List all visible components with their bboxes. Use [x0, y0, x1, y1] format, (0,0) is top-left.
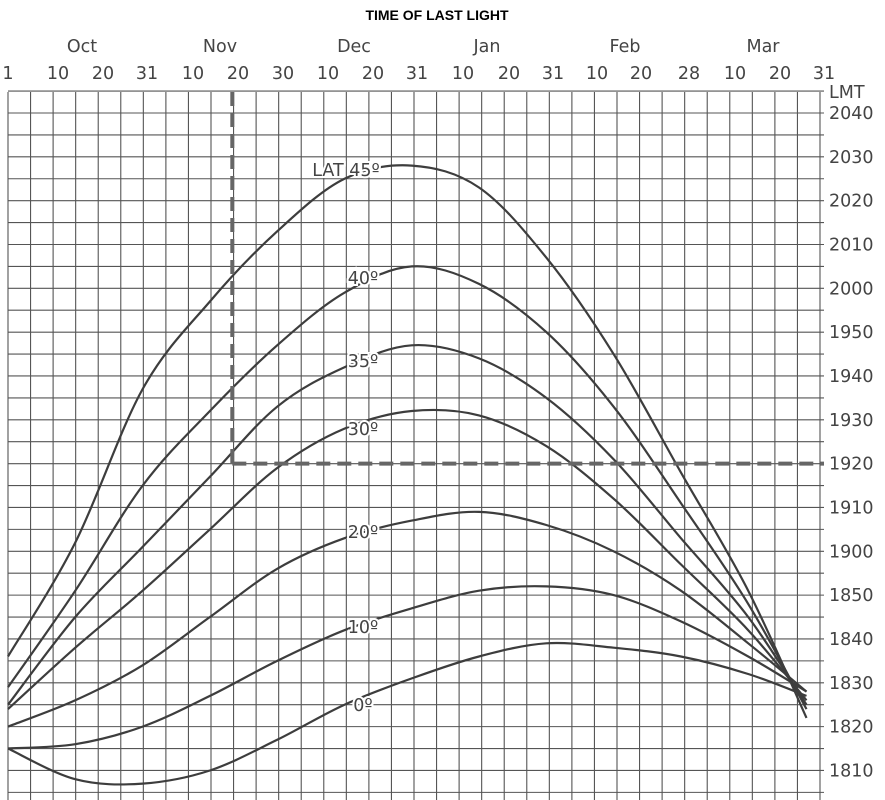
time-tick-label: 1840 — [829, 630, 874, 650]
time-tick-label: 1950 — [829, 323, 874, 343]
latitude-curves — [7, 164, 808, 786]
curve-series-3 — [7, 408, 808, 710]
day-tick-label: 20 — [227, 64, 249, 84]
day-tick-label: 10 — [452, 64, 474, 84]
day-tick-label: 31 — [136, 64, 158, 84]
curve-labels: LAT 45º 40º 35º 30º 20º 10º 0º — [310, 159, 382, 718]
month-labels: Oct Nov Dec Jan Feb Mar — [67, 37, 780, 57]
month-label: Mar — [746, 37, 780, 57]
time-tick-label: 2000 — [829, 279, 874, 299]
day-tick-label: 31 — [406, 64, 428, 84]
curve-series-5 — [7, 585, 808, 750]
time-tick-label: 1820 — [829, 718, 874, 738]
plot-grid — [7, 90, 824, 800]
time-tick-label: 2010 — [829, 235, 874, 255]
curve-label: 20º — [348, 523, 379, 543]
curve-series-2 — [7, 343, 808, 706]
time-tick-label: 1900 — [829, 542, 874, 562]
time-tick-label: 2040 — [829, 104, 874, 124]
reference-lines — [230, 92, 824, 466]
time-tick-label: 1830 — [829, 674, 874, 694]
curve-series-0 — [7, 164, 808, 719]
time-tick-label: 2020 — [829, 192, 874, 212]
day-tick-label: 1 — [2, 64, 13, 84]
curve-label: LAT 45º — [312, 161, 380, 181]
day-tick-label: 20 — [769, 64, 791, 84]
day-tick-labels: 1 10 20 31 10 20 30 10 20 31 10 20 31 10 20 28 10 20 31 — [2, 64, 835, 84]
day-tick-label: 10 — [182, 64, 204, 84]
day-tick-label: 10 — [724, 64, 746, 84]
time-tick-label: 1910 — [829, 498, 874, 518]
curve-label: 30º — [348, 420, 379, 440]
curve-label: 40º — [348, 269, 379, 289]
time-tick-label: 1920 — [829, 455, 874, 475]
day-tick-label: 20 — [498, 64, 520, 84]
curve-series-6 — [7, 641, 807, 786]
month-label: Feb — [610, 37, 641, 57]
time-tick-label: 1930 — [829, 411, 874, 431]
y-unit-label: LMT — [829, 83, 865, 103]
month-label: Jan — [473, 37, 501, 57]
time-tick-label: 2030 — [829, 148, 874, 168]
day-tick-label: 20 — [630, 64, 652, 84]
day-tick-label: 31 — [542, 64, 564, 84]
curve-series-4 — [7, 510, 808, 728]
curve-label: 10º — [348, 618, 379, 638]
day-tick-label: 20 — [362, 64, 384, 84]
day-tick-label: 30 — [272, 64, 294, 84]
day-tick-label: 31 — [813, 64, 835, 84]
time-tick-label: 1810 — [829, 761, 874, 781]
curve-series-1 — [7, 265, 808, 710]
day-tick-label: 10 — [47, 64, 69, 84]
day-tick-label: 10 — [317, 64, 339, 84]
curve-label: 35º — [348, 352, 379, 372]
time-tick-label: 1850 — [829, 586, 874, 606]
chart-title: TIME OF LAST LIGHT — [365, 7, 509, 23]
day-tick-label: 28 — [678, 64, 700, 84]
month-label: Nov — [203, 37, 237, 57]
curve-label: 0º — [353, 696, 372, 716]
day-tick-label: 10 — [586, 64, 608, 84]
month-label: Dec — [337, 37, 371, 57]
month-label: Oct — [67, 37, 97, 57]
time-tick-label: 1940 — [829, 367, 874, 387]
day-tick-label: 20 — [92, 64, 114, 84]
